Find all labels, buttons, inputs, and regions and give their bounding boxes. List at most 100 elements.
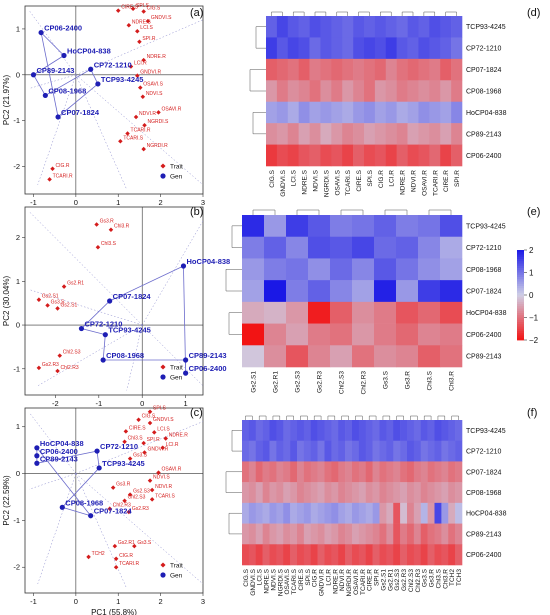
trait-label: GNDVI.R [140, 70, 161, 76]
heatmap-cell [242, 502, 250, 524]
heatmap-cell [266, 101, 278, 124]
heatmap-cell [364, 37, 376, 60]
heatmap-cell [262, 523, 270, 545]
heatmap-cell [287, 123, 299, 145]
heatmap-cell [266, 80, 278, 103]
heatmap-cell [317, 502, 325, 524]
heatmap-cell [400, 440, 408, 462]
heatmap-cell [455, 502, 463, 524]
heatmap-cell [276, 16, 289, 38]
column-label: SPI.S [367, 169, 374, 186]
heatmap-cell [298, 80, 310, 103]
column-label: OSAVI.S [334, 169, 341, 195]
genotype-label: CP72-1210 [100, 442, 138, 451]
heatmap-cell [418, 301, 441, 324]
heatmap-cell [352, 461, 360, 483]
column-label: NDRE.R [400, 170, 407, 195]
heatmap-cell [407, 523, 415, 545]
x-tick-label: 1 [184, 399, 188, 408]
colorbar-segment [517, 270, 524, 273]
heatmap-cell [364, 123, 376, 145]
heatmap-cell [310, 461, 318, 483]
trait-point [145, 18, 151, 24]
column-label: CIRE.S [356, 169, 363, 191]
heatmap-cell [317, 544, 325, 566]
sector-ray [126, 324, 143, 391]
heatmap-cell [386, 420, 394, 442]
trait-point [156, 470, 161, 475]
heatmap-cell [418, 258, 441, 281]
dendro-link [336, 11, 348, 16]
column-label: CIG.R [312, 569, 319, 587]
heatmap-cell [374, 215, 397, 238]
heatmap-cell [420, 544, 428, 566]
heatmap-cell [242, 440, 250, 462]
heatmap-cell [385, 58, 397, 81]
legend-gen-marker [160, 173, 166, 179]
row-label: CP89-2143 [466, 131, 502, 138]
heatmap-cell [440, 123, 452, 145]
heatmap-cell [374, 101, 387, 124]
heatmap-cell [379, 523, 387, 545]
heatmap-cell [358, 420, 367, 442]
heatmap-cell [297, 461, 305, 483]
heatmap-cell [396, 80, 408, 103]
heatmap-cell [255, 420, 263, 442]
heatmap-cell [255, 461, 263, 483]
trait-label: NDRE.R [169, 432, 189, 438]
x-tick-label: 1 [116, 198, 120, 207]
heatmap-cell [407, 144, 419, 167]
heatmap-cell [353, 58, 365, 81]
heatmap-cell [352, 440, 360, 462]
row-dendrogram [249, 26, 266, 135]
heatmap-cell [330, 345, 353, 368]
plot-frame [24, 206, 204, 396]
heatmap-cell [331, 440, 339, 462]
row-label: CP08-1968 [466, 267, 502, 274]
dendro-link [225, 269, 242, 292]
heatmap-cell [440, 101, 452, 124]
heatmap-cell [358, 502, 367, 524]
colorbar-segment [517, 279, 524, 282]
heatmap-cell [352, 420, 360, 442]
column-label: Gs3.R [405, 371, 412, 390]
heatmap-cell [320, 144, 332, 167]
dendro-link [445, 11, 457, 16]
trait-label: Gs2.R3 [42, 362, 59, 368]
y-tick-label: 0 [16, 321, 20, 330]
heatmap-cell [303, 440, 312, 462]
column-label: TCH2 [449, 569, 456, 586]
dendro-link [225, 471, 242, 493]
genotype-point [59, 504, 65, 510]
heatmap-cell [365, 461, 373, 483]
colorbar-segment [517, 277, 524, 280]
heatmap-cell [448, 420, 456, 442]
genotype-label: TCP93-4245 [108, 326, 151, 335]
column-label: CIRE.S [298, 568, 305, 590]
column-label: TCH3 [456, 569, 463, 586]
heatmap-cell [331, 101, 343, 124]
heatmap-cell [242, 544, 250, 566]
column-label: CIG.S [269, 169, 276, 187]
column-label: NDVI.S [313, 169, 320, 191]
genotype-point [107, 298, 113, 304]
column-label: LCI.R [389, 170, 396, 187]
heatmap-cell [379, 482, 387, 504]
heatmap-cell [308, 280, 331, 303]
trait-point [118, 139, 123, 144]
heatmap-cell [448, 523, 456, 545]
heatmap-cell [352, 280, 375, 303]
colorbar-segment [517, 322, 524, 325]
heatmap-cell [379, 461, 387, 483]
column-label: Chl3.R [442, 569, 449, 589]
trait-label: Gs3.S [51, 299, 66, 305]
column-label: GNDVI.S [280, 169, 287, 196]
heatmap-cell [455, 482, 463, 504]
heatmap-cell [393, 482, 401, 504]
heatmap-cell [242, 345, 265, 368]
heatmap-cell [287, 58, 299, 81]
heatmap-cell [286, 323, 309, 346]
genotype-label: CP72-1210 [94, 60, 132, 69]
heatmap-cell [248, 461, 257, 483]
y-axis-title: PC2 (21.97%) [2, 75, 11, 126]
